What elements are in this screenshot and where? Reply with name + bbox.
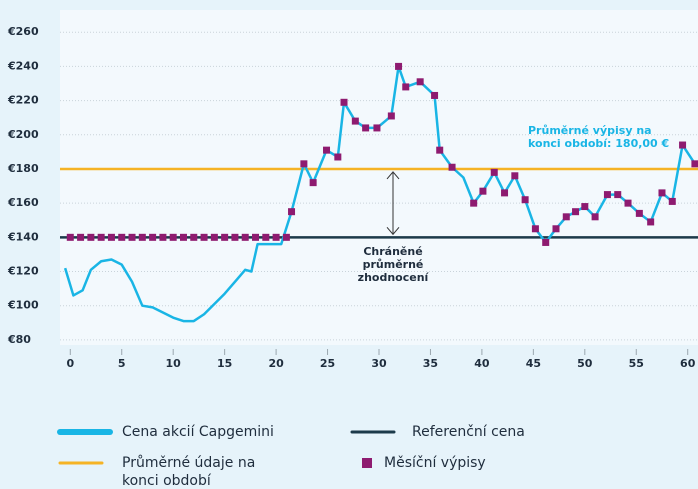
x-tick-label: 20	[268, 357, 284, 370]
statement-marker	[531, 225, 539, 233]
statement-marker	[190, 233, 198, 241]
statement-marker	[272, 233, 280, 241]
y-tick-label: €200	[7, 128, 39, 141]
statement-marker	[691, 160, 698, 168]
statement-marker	[200, 233, 208, 241]
y-tick-label: €120	[7, 265, 39, 278]
statement-marker	[252, 233, 260, 241]
legend-label: Průměrné údaje na konci období	[122, 455, 256, 489]
statement-marker	[647, 218, 655, 226]
statement-marker	[149, 233, 157, 241]
statement-marker	[591, 213, 599, 221]
statement-marker	[562, 213, 570, 221]
statement-marker	[402, 83, 410, 91]
x-tick-label: 0	[66, 357, 74, 370]
x-tick-label: 45	[526, 357, 541, 370]
y-tick-label: €260	[7, 25, 39, 38]
range-arrow	[386, 171, 400, 236]
statement-marker	[479, 187, 487, 195]
x-tick-label: 60	[680, 357, 696, 370]
arrow-head	[386, 171, 400, 180]
annotation: Chráněné průměrné zhodnocení	[357, 245, 429, 285]
statement-marker	[679, 141, 687, 149]
legend-label: Referenční cena	[412, 424, 525, 440]
statement-marker	[395, 62, 403, 70]
statement-marker	[138, 233, 146, 241]
x-tick-label: 15	[217, 357, 232, 370]
y-tick-label: €140	[7, 230, 39, 243]
statement-marker	[288, 208, 296, 216]
statement-marker	[511, 172, 519, 180]
statement-marker	[552, 225, 560, 233]
statement-marker	[416, 78, 424, 86]
statement-marker	[107, 233, 115, 241]
x-tick-label: 40	[474, 357, 490, 370]
x-tick-label: 5	[118, 357, 126, 370]
statement-marker	[231, 233, 239, 241]
statement-marker	[542, 238, 550, 246]
statement-marker	[210, 233, 218, 241]
plot-area	[60, 10, 698, 345]
legend-label: Cena akcií Capgemini	[122, 424, 274, 440]
statement-marker	[448, 163, 456, 171]
statement-marker	[169, 233, 177, 241]
statement-marker	[128, 233, 136, 241]
x-tick-label: 35	[423, 357, 438, 370]
y-tick-label: €80	[7, 333, 31, 346]
statement-marker	[118, 233, 126, 241]
y-tick-label: €160	[7, 196, 39, 209]
x-tick-label: 30	[371, 357, 387, 370]
statement-marker	[309, 179, 317, 187]
statement-marker	[490, 168, 498, 176]
statement-marker	[282, 233, 290, 241]
statement-marker	[436, 146, 444, 154]
x-tick-label: 25	[320, 357, 335, 370]
statement-marker	[323, 146, 331, 154]
statement-marker	[159, 233, 167, 241]
y-tick-label: €220	[7, 94, 39, 107]
x-tick-label: 55	[629, 357, 644, 370]
statement-marker	[581, 203, 589, 211]
statement-marker	[362, 124, 370, 132]
statement-marker	[300, 160, 308, 168]
x-tick-label: 10	[166, 357, 182, 370]
statement-marker	[97, 233, 105, 241]
legend-swatch	[362, 458, 372, 468]
legend-label: Měsíční výpisy	[384, 455, 486, 471]
statement-marker	[668, 197, 676, 205]
statement-marker	[431, 91, 439, 99]
statement-marker	[470, 199, 478, 207]
statement-marker	[501, 189, 509, 197]
statement-marker	[603, 191, 611, 199]
x-tick-label: 50	[577, 357, 593, 370]
statement-marker	[635, 209, 643, 217]
statement-marker	[614, 191, 622, 199]
arrow-head	[386, 226, 400, 236]
statement-marker	[572, 208, 580, 216]
statement-marker	[334, 153, 342, 161]
statement-marker	[77, 233, 85, 241]
annotation: Průměrné výpisy na konci období: 180,00 …	[528, 124, 670, 150]
statement-marker	[179, 233, 187, 241]
statement-marker	[340, 98, 348, 106]
statement-marker	[521, 196, 529, 204]
statement-marker	[262, 233, 270, 241]
statement-marker	[373, 124, 381, 132]
statement-marker	[66, 233, 74, 241]
y-tick-label: €100	[7, 299, 39, 312]
y-tick-label: €240	[7, 59, 39, 72]
statement-marker	[241, 233, 249, 241]
statement-marker	[351, 117, 359, 125]
statement-marker	[387, 112, 395, 120]
y-tick-label: €180	[7, 162, 39, 175]
statement-marker	[624, 199, 632, 207]
statement-marker	[658, 189, 666, 197]
statement-marker	[221, 233, 229, 241]
statement-marker	[87, 233, 95, 241]
